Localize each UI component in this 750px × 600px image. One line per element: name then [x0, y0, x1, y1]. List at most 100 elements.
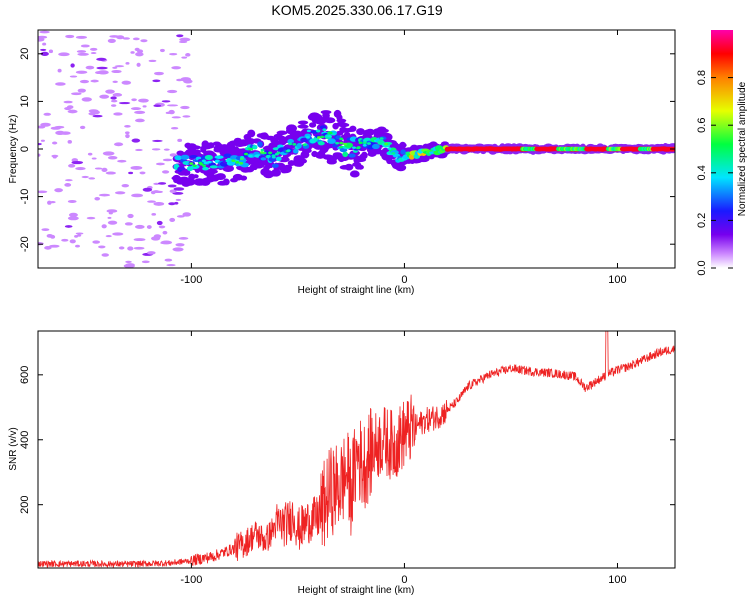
heatmap-cell — [231, 159, 236, 162]
heatmap-cell — [153, 71, 164, 76]
heatmap-cell — [209, 165, 219, 169]
heatmap-cell — [366, 142, 371, 145]
heatmap-cell — [306, 129, 311, 133]
heatmap-cell — [190, 145, 201, 150]
heatmap-cell — [148, 59, 157, 63]
heatmap-cell — [271, 168, 281, 177]
heatmap-cell — [142, 105, 147, 108]
heatmap-cell — [152, 139, 163, 142]
colorbar-label: Normalized spectral amplitude — [737, 81, 748, 216]
colorbar-tick-label: 0.0 — [696, 260, 708, 275]
colorbar-tick-label: 0.8 — [696, 70, 708, 85]
heatmap-cell — [356, 128, 365, 136]
heatmap-cell — [161, 170, 170, 174]
heatmap-cell — [58, 52, 70, 57]
heatmap-cell — [362, 141, 367, 145]
heatmap-cell — [328, 131, 333, 135]
heatmap-cell — [75, 244, 80, 248]
heatmap-cell — [128, 171, 134, 175]
x-tick-label: 0 — [401, 274, 407, 286]
heatmap-cell — [181, 169, 191, 176]
heatmap-cell — [305, 136, 310, 139]
heatmap-cell — [169, 52, 178, 56]
heatmap-cell — [52, 155, 57, 159]
heatmap-cell — [207, 160, 212, 164]
heatmap-cell — [91, 157, 97, 160]
heatmap-cell — [131, 98, 137, 102]
heatmap-cell — [235, 161, 240, 164]
heatmap-cell — [199, 162, 204, 166]
heatmap-cell — [260, 148, 265, 152]
heatmap-cell — [319, 125, 327, 129]
heatmap-cell — [166, 104, 179, 107]
heatmap-cell — [277, 144, 284, 149]
heatmap-cell — [134, 110, 146, 114]
heatmap-cell — [75, 70, 88, 74]
heatmap-cell — [296, 142, 302, 149]
y-tick-label: -10 — [19, 189, 31, 205]
y-tick-label: 400 — [19, 431, 31, 449]
heatmap-cell — [90, 110, 100, 115]
snr-x-label: Height of straight line (km) — [298, 585, 415, 596]
heatmap-cell — [63, 100, 73, 104]
heatmap-cell — [153, 201, 165, 206]
heatmap-cell — [249, 147, 254, 151]
heatmap-cell — [99, 94, 110, 99]
heatmap-cell — [201, 159, 206, 163]
heatmap-cell — [43, 112, 52, 116]
heatmap-cell — [164, 258, 173, 262]
heatmap-cell — [121, 184, 130, 188]
heatmap-cell — [175, 243, 185, 247]
heatmap-cell — [192, 164, 197, 167]
heatmap-cell — [167, 184, 177, 188]
colorbar: 0.0 0.2 0.4 0.6 0.8 Normalized spectral ampl… — [696, 30, 748, 276]
heatmap-cell — [125, 133, 130, 139]
heatmap-cell — [202, 164, 207, 168]
heatmap-cell — [343, 131, 351, 139]
snr-series-line — [38, 331, 675, 568]
heatmap-cell — [107, 38, 116, 43]
heatmap-cell — [384, 142, 389, 146]
heatmap-cell — [38, 35, 48, 39]
heatmap-cell — [92, 114, 103, 118]
heatmap-cell — [39, 30, 50, 34]
heatmap-cell — [146, 251, 156, 255]
heatmap-cell — [371, 143, 380, 150]
heatmap-cell — [336, 118, 347, 123]
heatmap-cell — [257, 141, 263, 148]
heatmap-cell — [271, 163, 279, 168]
snr-frame — [37, 330, 676, 569]
heatmap-cell — [166, 264, 176, 267]
heatmap-cell — [271, 154, 276, 158]
heatmap-cell — [111, 69, 122, 74]
heatmap-cell — [252, 144, 258, 150]
heatmap-cell — [399, 141, 407, 149]
heatmap-cell — [130, 51, 135, 54]
heatmap-cell — [112, 93, 123, 97]
heatmap-cell — [239, 161, 244, 165]
heatmap-cell — [157, 182, 167, 185]
heatmap-cell — [263, 170, 274, 179]
heatmap-cell — [268, 151, 273, 155]
heatmap-cell — [67, 139, 72, 144]
colorbar-tick-label: 0.6 — [696, 118, 708, 133]
heatmap-cell — [49, 201, 56, 204]
heatmap-cell — [361, 151, 368, 160]
snr-panel: -100 0 100 200 400 600 Height of straight lin… — [8, 330, 676, 596]
heatmap-cell — [79, 79, 89, 84]
heatmap-cell — [48, 49, 54, 54]
heatmap-cell — [358, 141, 363, 145]
heatmap-cell — [171, 66, 182, 70]
heatmap-cell — [156, 220, 163, 226]
heatmap-cell — [101, 224, 107, 229]
heatmap-cell — [132, 37, 140, 41]
heatmap-cell — [177, 166, 186, 171]
heatmap-cell — [276, 151, 281, 155]
heatmap-cell — [112, 66, 118, 69]
heatmap-cell — [105, 235, 112, 238]
heatmap-cell — [64, 106, 72, 111]
heatmap-cell — [151, 148, 161, 151]
colorbar-ticks: 0.0 0.2 0.4 0.6 0.8 — [696, 70, 733, 276]
heatmap-cell — [38, 142, 42, 146]
heatmap-cell — [260, 151, 265, 154]
